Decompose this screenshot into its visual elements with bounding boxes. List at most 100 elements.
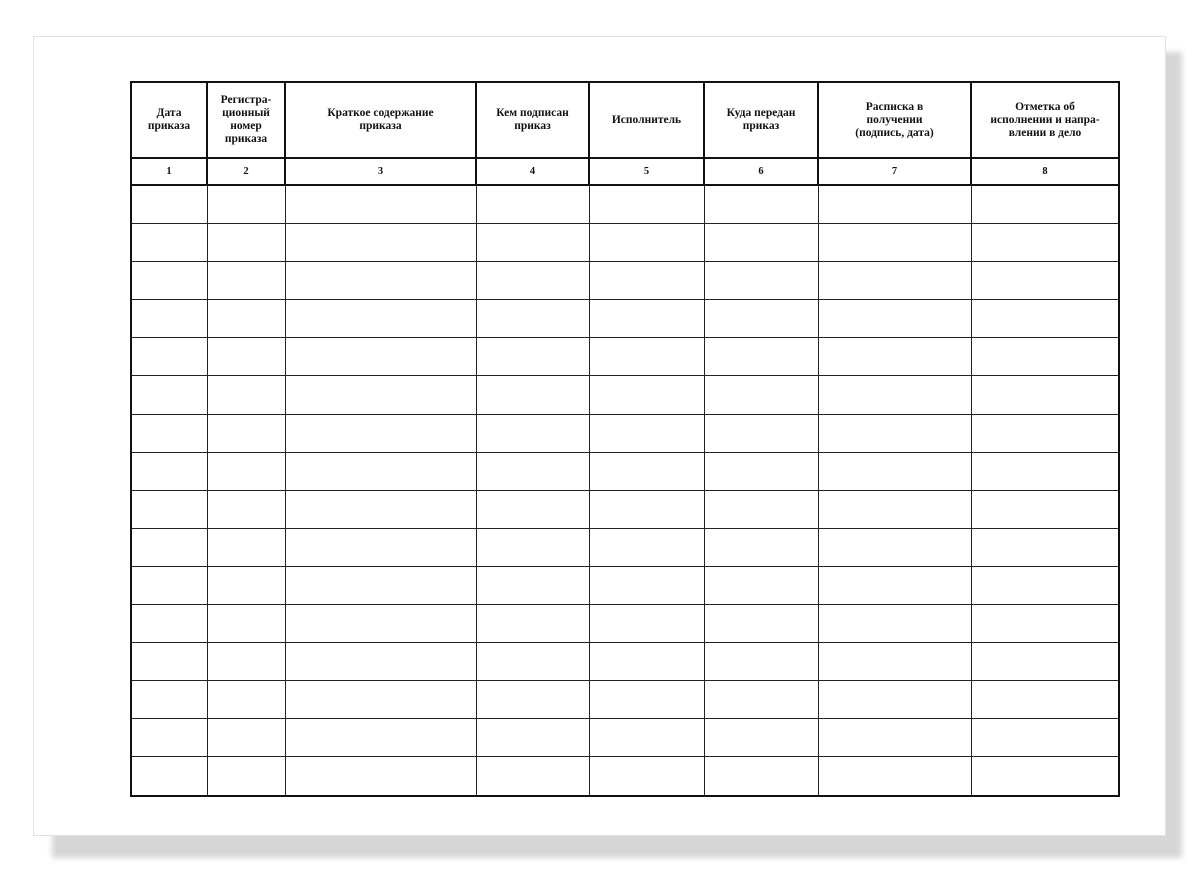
empty-cell [284,299,477,339]
empty-cell [475,642,590,682]
empty-cell [206,184,286,225]
empty-cell [817,337,972,377]
empty-cell [703,451,819,491]
orders-register-table: Дата приказа Регистра- ционный номер прик… [130,81,1120,797]
empty-cell [284,451,477,491]
column-header: Исполнитель [588,81,705,159]
column-number: 2 [206,157,286,186]
empty-cell [588,261,705,301]
empty-cell [206,451,286,491]
empty-cell [475,718,590,758]
empty-cell [588,375,705,415]
empty-cell [284,184,477,225]
empty-cell [703,604,819,644]
empty-cell [588,680,705,720]
table-row [130,299,1120,339]
table-row [130,527,1120,567]
empty-cell [475,451,590,491]
empty-cell [475,489,590,529]
empty-cell [475,184,590,225]
column-number: 4 [475,157,590,186]
empty-cell [130,451,208,491]
column-header: Регистра- ционный номер приказа [206,81,286,159]
empty-cell [130,565,208,606]
empty-cell [970,413,1120,453]
empty-cell [475,375,590,415]
empty-cell [206,413,286,453]
empty-cell [130,261,208,301]
empty-cell [475,565,590,606]
empty-cell [970,604,1120,644]
empty-cell [970,680,1120,720]
empty-cell [206,527,286,567]
empty-cell [970,489,1120,529]
empty-cell [475,299,590,339]
empty-cell [817,451,972,491]
empty-cell [703,184,819,225]
empty-cell [970,261,1120,301]
empty-cell [970,375,1120,415]
empty-cell [703,337,819,377]
table-row [130,680,1120,720]
empty-cell [817,604,972,644]
table-row [130,337,1120,377]
empty-cell [970,451,1120,491]
empty-cell [817,756,972,796]
column-header: Краткое содержание приказа [284,81,477,159]
empty-cell [284,604,477,644]
empty-cell [970,337,1120,377]
table-row [130,718,1120,758]
header-row: Дата приказа Регистра- ционный номер прик… [130,81,1120,159]
table-row [130,756,1120,796]
empty-cell [817,261,972,301]
empty-cell [284,413,477,453]
empty-cell [970,642,1120,682]
empty-cell [130,413,208,453]
empty-cell [817,184,972,225]
table-row [130,451,1120,491]
table-row [130,261,1120,301]
empty-cell [206,604,286,644]
empty-cell [588,299,705,339]
empty-cell [588,184,705,225]
empty-cell [817,680,972,720]
empty-cell [703,718,819,758]
empty-cell [130,718,208,758]
empty-cell [475,680,590,720]
empty-cell [284,337,477,377]
empty-cell [475,337,590,377]
empty-cell [970,223,1120,263]
document-page: Дата приказа Регистра- ционный номер прик… [33,36,1166,836]
empty-cell [703,413,819,453]
empty-cell [130,223,208,263]
empty-cell [206,718,286,758]
empty-cell [703,565,819,606]
empty-cell [703,261,819,301]
empty-cell [284,223,477,263]
empty-cell [284,718,477,758]
empty-cell [588,337,705,377]
empty-cell [817,718,972,758]
table-row [130,375,1120,415]
empty-cell [206,261,286,301]
empty-cell [588,565,705,606]
table-row [130,413,1120,453]
empty-cell [817,642,972,682]
table-row [130,223,1120,263]
empty-cell [703,642,819,682]
column-number: 7 [817,157,972,186]
empty-cell [703,680,819,720]
empty-cell [130,299,208,339]
empty-cell [970,565,1120,606]
column-number: 6 [703,157,819,186]
empty-cell [475,261,590,301]
empty-cell [206,756,286,796]
table-row [130,565,1120,606]
empty-cell [475,223,590,263]
empty-cell [206,299,286,339]
column-number: 3 [284,157,477,186]
empty-cell [817,565,972,606]
empty-cell [284,642,477,682]
empty-cell [130,337,208,377]
empty-cell [206,375,286,415]
